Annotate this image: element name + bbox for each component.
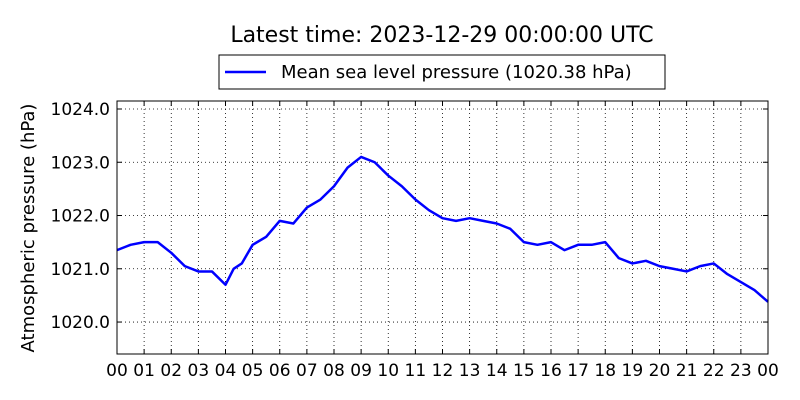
legend: Mean sea level pressure (1020.38 hPa) xyxy=(218,54,666,90)
x-tick-label: 18 xyxy=(594,361,616,381)
x-tick-label: 03 xyxy=(188,361,210,381)
x-tick-label: 00 xyxy=(757,361,779,381)
x-tick-label: 02 xyxy=(160,361,182,381)
x-tick-label: 12 xyxy=(432,361,454,381)
legend-box xyxy=(218,54,666,90)
x-tick-label: 08 xyxy=(323,361,345,381)
x-tick-label: 11 xyxy=(405,361,427,381)
y-axis-label: Atmospheric pressure (hPa) xyxy=(18,104,39,353)
x-tick-label: 23 xyxy=(730,361,752,381)
legend-entry-mean-sea-level-pressure: Mean sea level pressure (1020.38 hPa) xyxy=(281,62,632,83)
y-tick-label: 1021.0 xyxy=(51,260,110,280)
x-tick-label: 09 xyxy=(350,361,372,381)
x-tick-label: 17 xyxy=(567,361,589,381)
x-tick-label: 20 xyxy=(649,361,671,381)
x-tick-label: 22 xyxy=(703,361,725,381)
y-tick-label: 1020.0 xyxy=(51,313,110,333)
x-tick-label: 21 xyxy=(676,361,698,381)
y-tick-label: 1023.0 xyxy=(51,153,110,173)
x-tick-label: 19 xyxy=(622,361,644,381)
y-axis: 1020.0 1021.0 1022.0 1023.0 1024.0 xyxy=(51,100,768,333)
plot-area xyxy=(116,155,769,303)
x-tick-label: 00 xyxy=(106,361,128,381)
x-tick-label: 04 xyxy=(215,361,237,381)
x-tick-label: 13 xyxy=(459,361,481,381)
x-tick-label: 15 xyxy=(513,361,535,381)
y-tick-label: 1024.0 xyxy=(51,100,110,120)
x-tick-label: 05 xyxy=(242,361,264,381)
x-tick-label: 01 xyxy=(133,361,155,381)
x-tick-label: 06 xyxy=(269,361,291,381)
chart-title: Latest time: 2023-12-29 00:00:00 UTC xyxy=(230,23,653,48)
y-tick-label: 1022.0 xyxy=(51,207,110,227)
x-tick-label: 07 xyxy=(296,361,318,381)
x-axis: 00 01 02 03 04 05 06 07 08 09 10 11 12 13 14 15 16 17 18 19… xyxy=(106,101,779,381)
series-line-mean-sea-level-pressure xyxy=(116,155,769,303)
x-tick-label: 16 xyxy=(540,361,562,381)
grid xyxy=(117,101,768,354)
x-tick-label: 14 xyxy=(486,361,508,381)
x-tick-label: 10 xyxy=(377,361,399,381)
